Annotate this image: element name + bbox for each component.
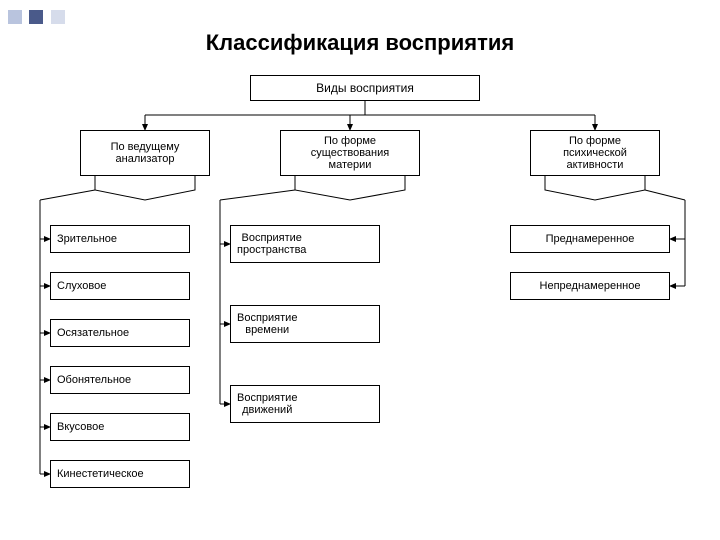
c3-item-unintentional: Непреднамеренное <box>510 272 670 300</box>
root-box: Виды восприятия <box>250 75 480 101</box>
c1-item-gustatory: Вкусовое <box>50 413 190 441</box>
slide-deco <box>8 8 68 26</box>
c1-item-auditory: Слуховое <box>50 272 190 300</box>
category-matter-form: По формесуществованияматерии <box>280 130 420 176</box>
c1-item-tactile: Осязательное <box>50 319 190 347</box>
page-title: Классификация восприятия <box>0 30 720 56</box>
c1-item-kinesthetic: Кинестетическое <box>50 460 190 488</box>
deco-sq-3 <box>51 10 65 24</box>
c1-item-olfactory: Обонятельное <box>50 366 190 394</box>
category-activity-form: По формепсихическойактивности <box>530 130 660 176</box>
c2-item-motion: Восприятиедвижений <box>230 385 380 423</box>
category-analyzer: По ведущемуанализатор <box>80 130 210 176</box>
deco-sq-1 <box>8 10 22 24</box>
c1-item-visual: Зрительное <box>50 225 190 253</box>
c3-item-intentional: Преднамеренное <box>510 225 670 253</box>
deco-sq-2 <box>29 10 43 24</box>
c2-item-space: Восприятиепространства <box>230 225 380 263</box>
c2-item-time: Восприятиевремени <box>230 305 380 343</box>
